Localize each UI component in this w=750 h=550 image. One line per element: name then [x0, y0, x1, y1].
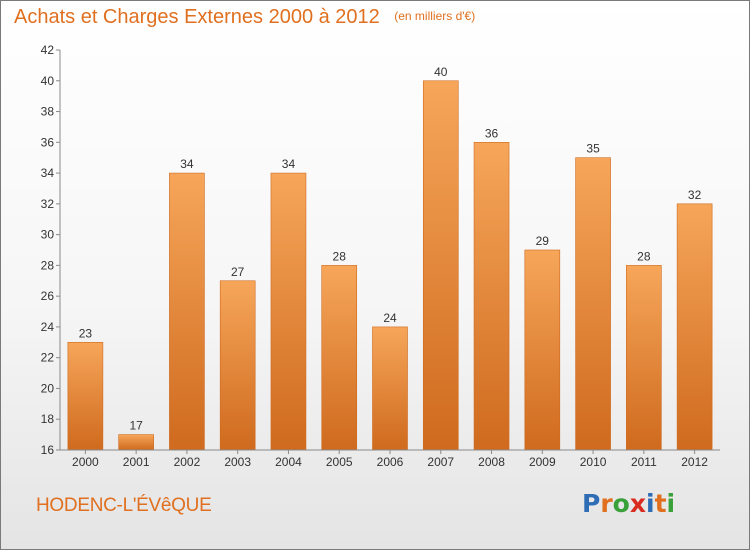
data-label-2001: 17	[129, 419, 143, 433]
y-tick-label-16: 16	[41, 443, 55, 457]
y-tick-label-24: 24	[41, 320, 55, 334]
data-label-2011: 28	[637, 249, 651, 263]
axes-group: 2000 2001 2002 2003 2004 2005 2006 2007 2008 2009…	[41, 43, 720, 469]
x-tick-label-2001: 2001	[123, 455, 150, 469]
bar-2005	[321, 265, 358, 451]
y-tick-label-40: 40	[41, 74, 55, 88]
x-tick-label-2007: 2007	[427, 455, 454, 469]
bar-2008	[473, 142, 510, 451]
data-label-2002: 34	[180, 157, 194, 171]
y-tick-label-22: 22	[41, 351, 55, 365]
x-tick-label-2009: 2009	[529, 455, 556, 469]
y-tick-label-38: 38	[41, 105, 55, 119]
y-tick-label-18: 18	[41, 412, 55, 426]
unit-note: (en milliers d'€)	[394, 9, 476, 23]
y-tick-label-20: 20	[41, 381, 55, 395]
y-tick-label-36: 36	[41, 135, 55, 149]
data-label-2012: 32	[688, 188, 702, 202]
logo-letter: x	[629, 489, 646, 518]
bar-2000	[67, 342, 104, 451]
bar-2007	[422, 80, 459, 451]
proxiti-logo[interactable]: Proxiti	[582, 489, 675, 518]
y-tick-label-32: 32	[41, 197, 55, 211]
bar-2004	[270, 172, 307, 451]
logo-letter: i	[646, 489, 655, 518]
data-label-2005: 28	[333, 249, 347, 263]
bar-2006	[372, 326, 408, 451]
bar-2011	[626, 265, 662, 451]
logo-letter: t	[654, 489, 667, 518]
x-tick-label-2008: 2008	[478, 455, 505, 469]
data-label-2007: 40	[434, 65, 448, 79]
data-label-2009: 29	[536, 234, 550, 248]
x-tick-label-2011: 2011	[631, 455, 657, 469]
data-label-2010: 35	[586, 142, 600, 156]
commune-name: HODENC-L'ÉVêQUE	[36, 495, 212, 516]
x-tick-label-2000: 2000	[72, 455, 99, 469]
y-tick-label-42: 42	[41, 43, 55, 57]
x-tick-label-2005: 2005	[326, 455, 353, 469]
bar-2009	[524, 249, 561, 451]
y-tick-label-30: 30	[41, 228, 55, 242]
x-tick-label-2003: 2003	[224, 455, 251, 469]
bar-2001	[118, 434, 154, 451]
y-tick-label-34: 34	[41, 166, 55, 180]
x-tick-label-2006: 2006	[377, 455, 404, 469]
logo-letter: i	[666, 489, 676, 518]
logo-letter: o	[612, 489, 630, 518]
bar-2010	[575, 157, 611, 451]
x-tick-label-2010: 2010	[580, 455, 607, 469]
x-tick-label-2004: 2004	[275, 455, 302, 469]
x-tick-label-2002: 2002	[174, 455, 201, 469]
bar-2003	[219, 280, 256, 451]
data-label-2004: 34	[282, 157, 296, 171]
bar-2002	[169, 172, 205, 451]
x-tick-label-2012: 2012	[681, 455, 708, 469]
data-label-2000: 23	[79, 326, 93, 340]
logo-letter: P	[582, 489, 601, 518]
data-label-2008: 36	[485, 126, 499, 140]
chart-title: Achats et Charges Externes 2000 à 2012	[14, 6, 380, 28]
bar-2012	[676, 203, 713, 451]
y-tick-label-26: 26	[41, 289, 55, 303]
logo-letter: r	[600, 489, 613, 518]
data-label-2003: 27	[231, 265, 245, 279]
chart-title-block: Achats et Charges Externes 2000 à 2012 (…	[14, 6, 475, 29]
data-label-2006: 24	[383, 311, 397, 325]
bars-group: 23 17 34 27 34 28 24 40 36 29 35 28 32	[67, 65, 713, 451]
y-tick-label-28: 28	[41, 258, 55, 272]
